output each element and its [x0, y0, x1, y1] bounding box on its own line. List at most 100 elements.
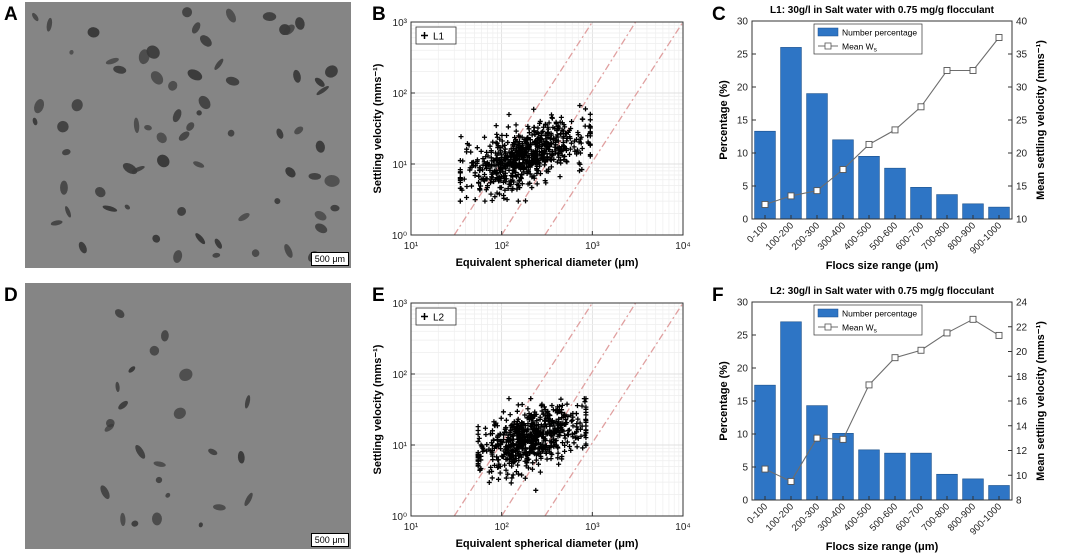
scatter-point	[508, 146, 514, 152]
floc	[155, 476, 163, 484]
floc	[165, 492, 171, 498]
scatter-point	[555, 445, 561, 451]
scatter-point	[521, 157, 527, 163]
scatter-point	[495, 457, 501, 463]
scatter-point	[557, 423, 563, 429]
y-tick-label-right: 22	[1016, 322, 1028, 333]
line-point	[969, 315, 977, 323]
y-tick-label-left: 30	[737, 298, 749, 309]
line-point	[917, 103, 925, 111]
scatter-point	[475, 424, 481, 430]
floc	[330, 204, 340, 212]
scatter-point	[550, 407, 556, 413]
floc-particles	[32, 7, 340, 263]
scatter-point	[516, 133, 522, 139]
scatter-point	[570, 423, 576, 429]
scatter-point	[503, 439, 509, 445]
scatter-point	[482, 134, 488, 140]
floc	[152, 234, 161, 243]
y-tick-label-left: 5	[742, 182, 748, 193]
y-tick-label: 10³	[393, 299, 408, 310]
scatter-point	[477, 167, 483, 173]
guide-line-3	[544, 22, 683, 235]
scatter-point	[575, 416, 581, 422]
scatter-point	[513, 122, 519, 128]
scatter-point	[497, 191, 503, 197]
scatter-point	[495, 176, 501, 182]
floc	[316, 85, 329, 96]
y-tick-label-left: 15	[737, 397, 749, 408]
scatter-point	[556, 154, 562, 160]
y-tick-label-right: 15	[1016, 182, 1028, 193]
line-point	[995, 34, 1003, 41]
scatter-point	[470, 160, 476, 166]
floc	[294, 126, 304, 135]
scatter-point	[468, 149, 474, 155]
scatter-point	[507, 178, 513, 184]
floc	[283, 24, 295, 36]
scatter-point	[523, 198, 529, 204]
scatter-point	[470, 162, 476, 168]
scatter-point	[482, 172, 488, 178]
scatter-point	[555, 151, 561, 157]
scale-bar-a: 500 μm	[310, 252, 349, 266]
line-point	[761, 201, 769, 208]
scatter-point	[579, 403, 585, 409]
legend-marker	[421, 313, 428, 320]
scatter-point	[503, 475, 509, 481]
scatter-point	[562, 442, 568, 448]
scatter-point	[517, 185, 523, 191]
scatter-point	[501, 176, 507, 182]
scatter-point	[457, 167, 463, 173]
scatter-point	[515, 402, 521, 408]
y-axis-label-right: Mean settling velocity (mms⁻¹)	[1035, 321, 1047, 481]
scatter-point	[504, 197, 510, 203]
scatter-point	[530, 419, 536, 425]
x-axis-label: Flocs size range (μm)	[826, 541, 939, 553]
panel-letter-e: E	[372, 285, 385, 306]
scatter-point	[505, 139, 511, 145]
scatter-point	[488, 177, 494, 183]
scatter-point	[559, 127, 565, 133]
floc	[251, 249, 260, 257]
scatter-point	[557, 174, 563, 180]
scatter-point	[521, 442, 527, 448]
scatter-point	[459, 187, 465, 193]
bar	[806, 405, 828, 501]
scatter-point	[574, 435, 580, 441]
scatter-point	[576, 139, 582, 145]
bar	[858, 449, 880, 501]
y-tick-label-right: 10	[1016, 471, 1028, 482]
scatter-point	[555, 450, 561, 456]
scale-bar-d: 500 μm	[310, 533, 349, 547]
scatter-point	[542, 418, 548, 424]
x-tick-label: 10³	[585, 522, 600, 533]
floc	[144, 124, 152, 131]
scatter-point	[520, 144, 526, 150]
scatter-point	[522, 152, 528, 158]
panel-letter-a: A	[4, 4, 18, 25]
scatter-point	[488, 155, 494, 161]
line-point	[865, 381, 873, 389]
legend-line-label: Mean Ws	[842, 42, 878, 54]
floc	[284, 244, 293, 258]
scatter-point	[558, 396, 564, 402]
scatter-point	[542, 149, 548, 155]
y-tick-label-left: 25	[737, 331, 749, 342]
y-tick-label: 10¹	[393, 160, 408, 171]
line-point	[813, 434, 821, 442]
scatter-point	[544, 410, 550, 416]
scatter-point	[548, 450, 554, 456]
scatter-point	[548, 456, 554, 462]
scatter-point	[554, 159, 560, 165]
scatter-point	[464, 141, 470, 147]
scatter-point	[488, 191, 494, 197]
scatter-point	[532, 139, 538, 145]
floc	[60, 180, 68, 195]
scatter-point	[474, 145, 480, 151]
scatter-point	[494, 140, 500, 146]
scatter-point	[494, 158, 500, 164]
scatter-point	[499, 453, 505, 459]
scatter-point	[549, 151, 555, 157]
scatter-point	[519, 472, 525, 478]
